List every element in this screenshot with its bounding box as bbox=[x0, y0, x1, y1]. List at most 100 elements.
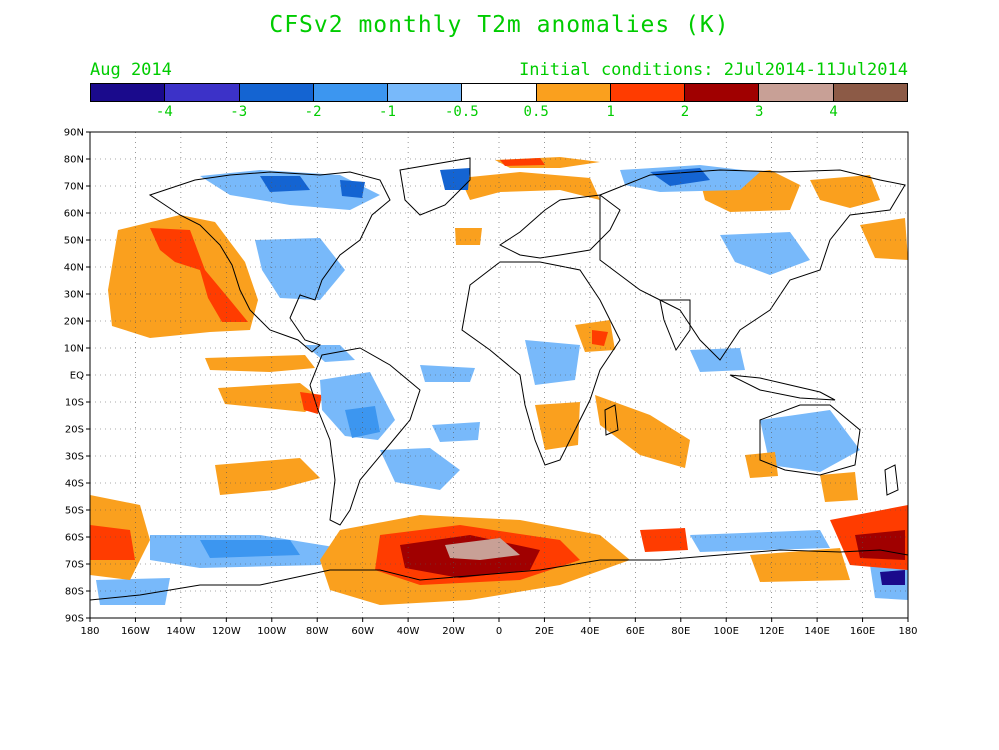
latitude-label: 80N bbox=[64, 155, 84, 166]
colorbar-tick-label: 2 bbox=[680, 104, 690, 120]
longitude-label: 140E bbox=[804, 626, 829, 637]
longitude-label: 80W bbox=[306, 626, 329, 637]
strong-warm-anomaly-east-africa bbox=[592, 330, 608, 346]
warm-anomaly-south-africa bbox=[535, 402, 580, 450]
colorbar-tick-label: -0.5 bbox=[444, 104, 479, 120]
longitude-label: 160E bbox=[850, 626, 875, 637]
cold-anomaly-north-america bbox=[255, 238, 345, 300]
coastline-new-zealand bbox=[884, 464, 899, 496]
longitude-label: 60E bbox=[626, 626, 645, 637]
coastline-asia bbox=[599, 169, 906, 361]
longitude-label: 60W bbox=[351, 626, 374, 637]
initial-conditions: Initial conditions: 2Jul2014-11Jul2014 bbox=[519, 60, 908, 80]
cold-anomaly-southern-indian bbox=[690, 530, 830, 552]
cold-anomaly-greenland bbox=[440, 168, 470, 190]
colorbar-tick-label: -4 bbox=[155, 104, 173, 120]
latitude-label: 60S bbox=[65, 533, 84, 544]
forecast-month: Aug 2014 bbox=[90, 60, 172, 80]
warm-anomaly-tropical-pacific-south bbox=[218, 383, 322, 412]
latitude-label: EQ bbox=[70, 371, 84, 382]
latitude-label: 40N bbox=[64, 263, 84, 274]
cold-anomaly-indian-ocean bbox=[690, 348, 745, 372]
colorbar-tick-label: -1 bbox=[379, 104, 396, 120]
cold-anomaly-asia bbox=[720, 232, 810, 275]
longitude-label: 80E bbox=[671, 626, 690, 637]
strong-cold-anomaly-southern-pacific bbox=[200, 540, 300, 558]
cold-anomaly-south-atlantic bbox=[380, 448, 460, 490]
strong-warm-anomaly-southwest bbox=[90, 525, 135, 560]
colorbar-segment bbox=[462, 84, 537, 101]
latitude-label: 70S bbox=[65, 560, 84, 571]
map-title: CFSv2 monthly T2m anomalies (K) bbox=[269, 12, 730, 38]
colorbar-tick-label: -3 bbox=[230, 104, 248, 120]
colorbar-segment bbox=[833, 84, 907, 101]
colorbar-tick-label: 0.5 bbox=[523, 104, 549, 120]
colorbar-segment bbox=[759, 84, 834, 101]
warm-anomaly-indian-ocean bbox=[595, 395, 690, 468]
extreme-warm-anomaly-weddell bbox=[445, 538, 520, 560]
coastline-antarctica bbox=[90, 549, 908, 601]
longitude-label: 100W bbox=[257, 626, 286, 637]
latitude-label: 20N bbox=[64, 317, 84, 328]
map-axes: 90N 80N 70N 60N 50N 40N 30N 20N 10N EQ 10S 20S 30S 40… bbox=[64, 128, 918, 638]
longitude-label: 20W bbox=[442, 626, 465, 637]
longitude-label: 160W bbox=[121, 626, 150, 637]
coastline-australia bbox=[759, 404, 861, 476]
warm-anomaly-eq-pacific bbox=[205, 355, 315, 372]
longitude-label: 40E bbox=[580, 626, 599, 637]
colorbar-segment bbox=[610, 84, 686, 101]
strong-cold-anomaly-arctic-canada bbox=[260, 176, 310, 192]
latitude-label: 90S bbox=[65, 614, 84, 625]
colorbar-segment bbox=[165, 84, 240, 101]
longitude-label: 40W bbox=[397, 626, 420, 637]
warm-anomaly-ross-sea bbox=[750, 548, 850, 582]
latitude-label: 90N bbox=[64, 128, 84, 139]
cold-anomaly-atlantic bbox=[432, 422, 480, 442]
strong-cold-anomaly-antarctic-east bbox=[880, 570, 905, 585]
coastline-greenland bbox=[399, 157, 471, 216]
warm-anomaly-indian-south bbox=[745, 452, 778, 478]
warm-anomaly-east-pacific-south bbox=[820, 472, 858, 502]
latitude-label: 10N bbox=[64, 344, 84, 355]
warm-anomaly-south-atlantic bbox=[215, 458, 320, 495]
warm-anomaly-amundsen bbox=[640, 528, 688, 552]
warm-anomaly-nw-pacific bbox=[860, 218, 908, 260]
cold-anomaly-eq-atlantic bbox=[420, 365, 475, 382]
coastline-africa bbox=[461, 261, 621, 466]
longitude-label: 0 bbox=[496, 626, 502, 637]
warm-anomaly-eq-atlantic bbox=[455, 228, 482, 245]
coastline-india bbox=[659, 299, 691, 352]
longitude-label: 120W bbox=[212, 626, 241, 637]
warm-anomaly-far-east bbox=[810, 175, 880, 208]
strong-cold-anomaly-hudson bbox=[340, 180, 365, 198]
colorbar-tick-label: 1 bbox=[606, 104, 615, 120]
latitude-label: 30S bbox=[65, 452, 84, 463]
latitude-label: 40S bbox=[65, 479, 84, 490]
latitude-label: 20S bbox=[65, 425, 84, 436]
colorbar-segment bbox=[239, 84, 314, 101]
longitude-label: 100E bbox=[714, 626, 739, 637]
coastline-indonesia bbox=[729, 374, 836, 401]
colorbar-tick-label: 4 bbox=[829, 104, 838, 120]
colorbar-segment bbox=[536, 84, 611, 101]
latitude-label: 10S bbox=[65, 398, 84, 409]
cold-anomaly-australia bbox=[760, 410, 860, 472]
longitude-label: 120E bbox=[759, 626, 784, 637]
warm-anomaly-peru bbox=[300, 392, 322, 414]
colorbar-segment bbox=[388, 84, 463, 101]
colorbar-segment bbox=[685, 84, 760, 101]
coastline-europe bbox=[498, 194, 621, 259]
warm-anomaly-arctic-strip bbox=[500, 158, 545, 166]
colorbar-segment bbox=[313, 84, 389, 101]
colorbar-segment bbox=[91, 84, 166, 101]
strong-cold-anomaly-arctic-russia bbox=[650, 168, 710, 186]
cold-anomaly-ross bbox=[96, 578, 170, 605]
latitude-label: 50N bbox=[64, 236, 84, 247]
longitude-label: 140W bbox=[166, 626, 195, 637]
very-strong-warm-anomaly-southeast bbox=[855, 530, 905, 560]
longitude-label: 180 bbox=[80, 626, 99, 637]
latitude-label: 70N bbox=[64, 182, 84, 193]
colorbar-tick-label: 3 bbox=[755, 104, 764, 120]
latitude-label: 60N bbox=[64, 209, 84, 220]
coastline-north-america bbox=[148, 171, 391, 353]
